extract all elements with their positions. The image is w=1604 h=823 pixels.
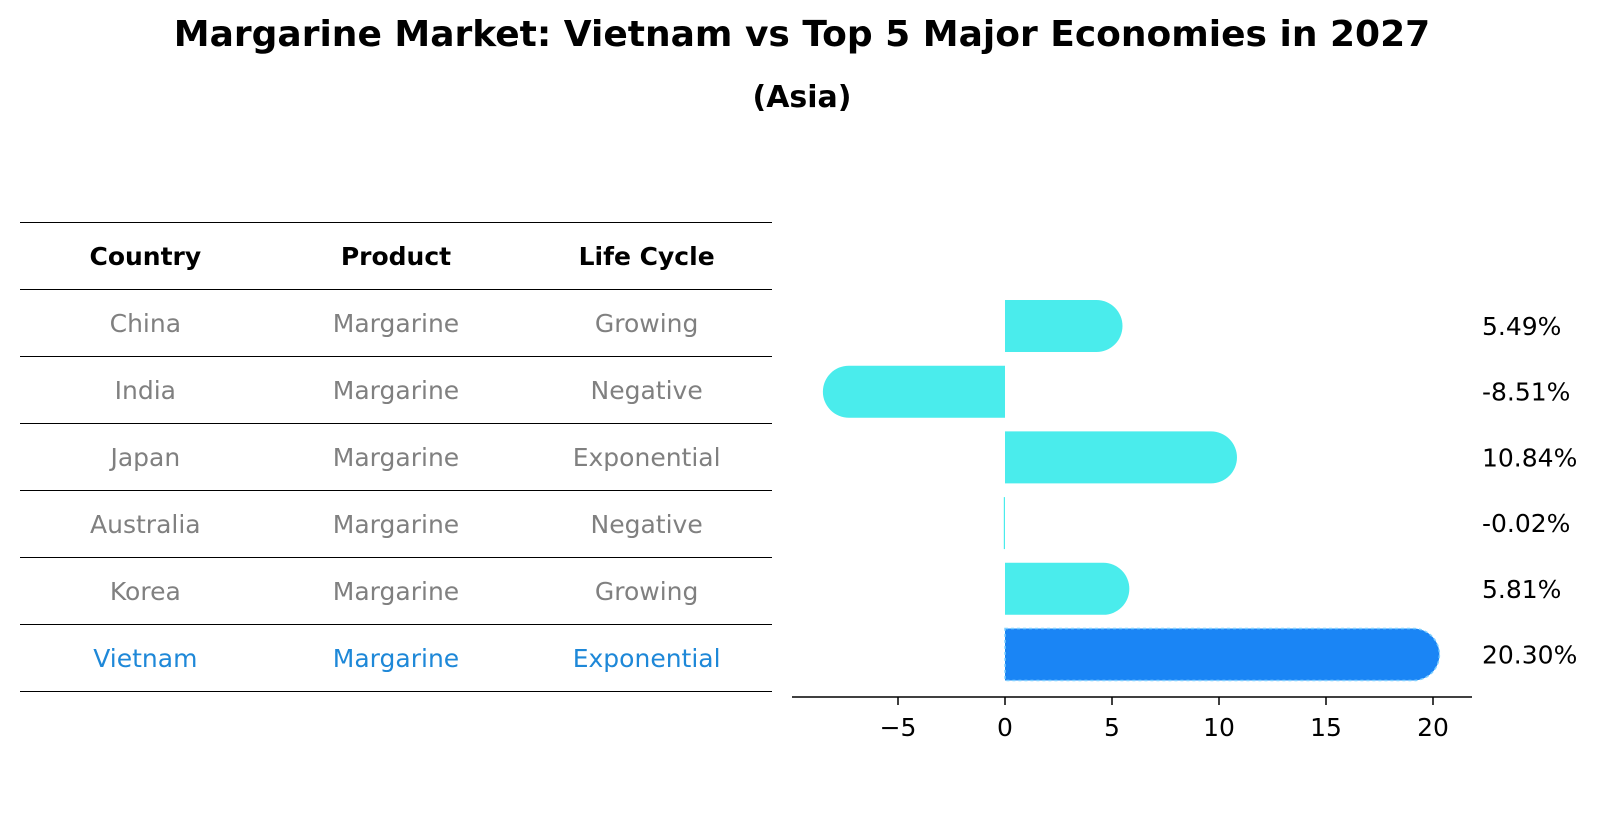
column-header-country: Country [89, 241, 202, 271]
product-cell: Margarine [332, 643, 460, 673]
life-cycle-cell: Negative [590, 375, 703, 405]
value-label: 10.84% [1482, 443, 1577, 472]
x-tick-label: 0 [997, 713, 1013, 742]
value-label: 5.49% [1482, 312, 1561, 341]
life-cycle-cell: Exponential [572, 643, 721, 673]
table-row: Australia Margarine Negative [20, 490, 772, 557]
country-cell: Vietnam [93, 643, 198, 673]
country-cell: Korea [109, 576, 181, 606]
x-tick-label: 15 [1310, 713, 1342, 742]
table-row: Korea Margarine Growing [20, 557, 772, 624]
chart-title: Margarine Market: Vietnam vs Top 5 Major… [173, 14, 1431, 55]
data-table: Country Product Life Cycle China Margari… [20, 222, 772, 692]
country-cell: Japan [110, 442, 181, 472]
bar-vietnam [1004, 627, 1441, 682]
country-cell: Australia [90, 509, 201, 539]
column-header-life-cycle: Life Cycle [578, 241, 715, 271]
bar-india [822, 365, 1005, 418]
product-cell: Margarine [332, 375, 460, 405]
table-header-row: Country Product Life Cycle [20, 222, 772, 289]
bar-australia [1003, 497, 1005, 550]
x-tick-label: 5 [1104, 713, 1120, 742]
life-cycle-cell: Negative [590, 509, 703, 539]
life-cycle-cell: Exponential [572, 442, 721, 472]
value-label: -8.51% [1482, 378, 1570, 407]
value-label: 20.30% [1482, 641, 1577, 670]
value-label: -0.02% [1482, 509, 1570, 538]
x-tick-label: 20 [1417, 713, 1449, 742]
bar-korea [1005, 562, 1130, 615]
table-row: China Margarine Growing [20, 289, 772, 356]
country-cell: India [114, 375, 176, 405]
bar-japan [1005, 431, 1237, 484]
column-header-product: Product [340, 241, 452, 271]
chart-subtitle: (Asia) [752, 80, 852, 115]
x-tick-label: 10 [1203, 713, 1235, 742]
table-row-highlight: Vietnam Margarine Exponential [20, 624, 772, 692]
table-row: Japan Margarine Exponential [20, 423, 772, 490]
value-label: 5.81% [1482, 575, 1561, 604]
product-cell: Margarine [332, 442, 460, 472]
life-cycle-cell: Growing [594, 576, 699, 606]
country-cell: China [109, 308, 182, 338]
table-row: India Margarine Negative [20, 356, 772, 423]
life-cycle-cell: Growing [594, 308, 699, 338]
product-cell: Margarine [332, 576, 460, 606]
product-cell: Margarine [332, 308, 460, 338]
bar-china [1005, 300, 1123, 352]
x-tick-label: −5 [880, 713, 917, 742]
product-cell: Margarine [332, 509, 460, 539]
